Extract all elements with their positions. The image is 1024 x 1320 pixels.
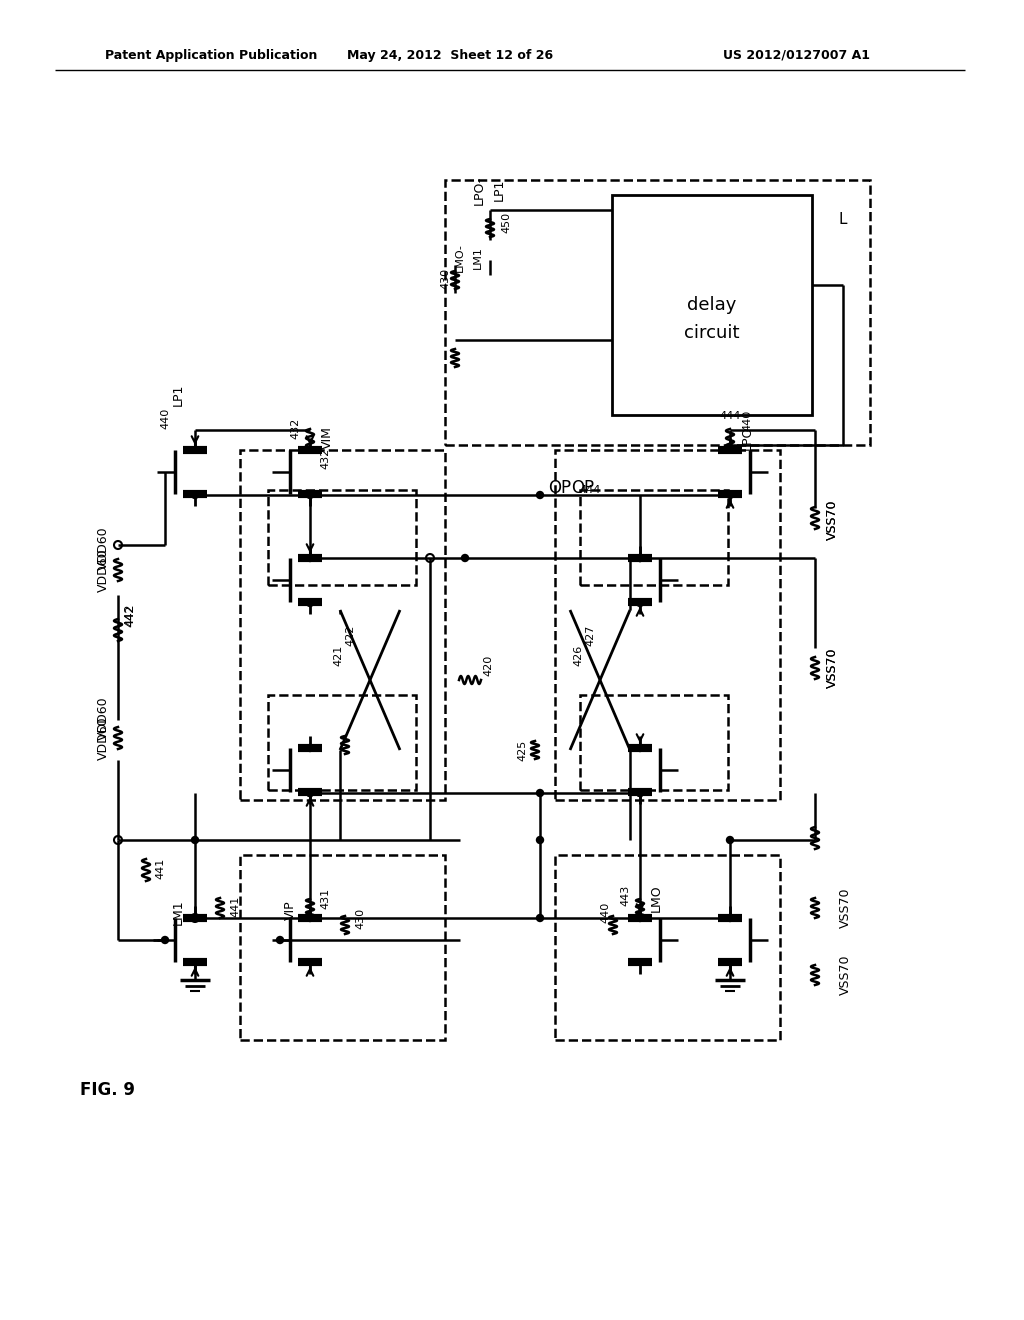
Circle shape: [306, 491, 313, 499]
Bar: [268, 696, 416, 789]
Text: VIP: VIP: [284, 900, 297, 920]
Text: 444: 444: [719, 411, 740, 421]
Bar: [580, 490, 728, 585]
Text: 441: 441: [155, 858, 165, 879]
Circle shape: [637, 599, 643, 606]
Circle shape: [637, 554, 643, 561]
Circle shape: [191, 491, 199, 499]
Text: LM1: LM1: [473, 247, 483, 269]
Circle shape: [637, 915, 643, 921]
Circle shape: [726, 491, 733, 499]
Text: 426: 426: [573, 644, 583, 665]
Text: 432: 432: [319, 447, 330, 469]
Text: LPO: LPO: [740, 426, 754, 450]
Circle shape: [462, 554, 469, 561]
Text: 440: 440: [742, 409, 752, 430]
Circle shape: [276, 936, 284, 944]
Text: delay: delay: [687, 296, 736, 314]
Text: 430: 430: [355, 907, 365, 928]
Text: 420: 420: [483, 655, 493, 676]
Bar: [240, 855, 445, 1040]
Circle shape: [537, 789, 544, 796]
Text: VIM: VIM: [321, 426, 334, 449]
Text: Patent Application Publication: Patent Application Publication: [105, 49, 317, 62]
Bar: [240, 450, 445, 800]
Text: 422: 422: [345, 624, 355, 645]
Circle shape: [537, 837, 544, 843]
Text: VSS70: VSS70: [825, 500, 839, 540]
Text: 442: 442: [125, 605, 135, 626]
Circle shape: [726, 837, 733, 843]
Text: VSS70: VSS70: [839, 954, 852, 995]
Circle shape: [306, 554, 313, 561]
Circle shape: [537, 491, 544, 499]
Text: circuit: circuit: [684, 323, 739, 342]
Text: VDD60: VDD60: [96, 717, 110, 760]
Text: LPO-: LPO-: [472, 176, 485, 205]
Text: 450: 450: [501, 211, 511, 232]
Circle shape: [637, 789, 643, 796]
Text: FIG. 9: FIG. 9: [80, 1081, 135, 1100]
Circle shape: [637, 789, 643, 796]
Circle shape: [306, 789, 313, 796]
Bar: [580, 696, 728, 789]
Text: May 24, 2012  Sheet 12 of 26: May 24, 2012 Sheet 12 of 26: [347, 49, 553, 62]
Circle shape: [191, 837, 199, 843]
Text: 442: 442: [124, 603, 136, 627]
Text: OP: OP: [571, 479, 595, 498]
Text: 425: 425: [517, 739, 527, 760]
Text: US 2012/0127007 A1: US 2012/0127007 A1: [723, 49, 870, 62]
Text: VSS70: VSS70: [839, 888, 852, 928]
Text: 444: 444: [580, 484, 601, 495]
Text: 443: 443: [620, 884, 630, 906]
Text: VSS70: VSS70: [825, 500, 839, 540]
Circle shape: [537, 915, 544, 921]
Text: VSS70: VSS70: [825, 648, 839, 688]
Circle shape: [306, 744, 313, 751]
Text: 440: 440: [600, 902, 610, 923]
Circle shape: [306, 789, 313, 796]
Circle shape: [191, 915, 199, 921]
Text: VDD60: VDD60: [96, 527, 110, 570]
Text: 441: 441: [230, 895, 240, 916]
Text: LMO: LMO: [649, 884, 663, 912]
Bar: [555, 855, 780, 1040]
Circle shape: [726, 915, 733, 921]
Text: 431: 431: [319, 887, 330, 908]
Text: 421: 421: [333, 644, 343, 665]
Bar: [612, 195, 812, 414]
Text: LP1: LP1: [493, 178, 506, 201]
Text: VSS70: VSS70: [825, 648, 839, 688]
Circle shape: [637, 744, 643, 751]
Bar: [268, 490, 416, 585]
Bar: [445, 180, 870, 445]
Text: VDD60: VDD60: [96, 548, 110, 591]
Circle shape: [637, 554, 643, 561]
Text: L: L: [839, 213, 847, 227]
Text: LP1: LP1: [171, 384, 184, 407]
Circle shape: [306, 599, 313, 606]
Text: 430: 430: [440, 268, 450, 289]
Text: 427: 427: [585, 624, 595, 645]
Text: 440: 440: [160, 408, 170, 429]
Text: LMO-: LMO-: [455, 244, 465, 272]
Text: LM1: LM1: [171, 899, 184, 925]
Circle shape: [162, 936, 169, 944]
Text: 432: 432: [290, 417, 300, 438]
Circle shape: [306, 915, 313, 921]
Text: VDD60: VDD60: [96, 696, 110, 739]
Bar: [555, 450, 780, 800]
Text: OP: OP: [549, 479, 571, 498]
